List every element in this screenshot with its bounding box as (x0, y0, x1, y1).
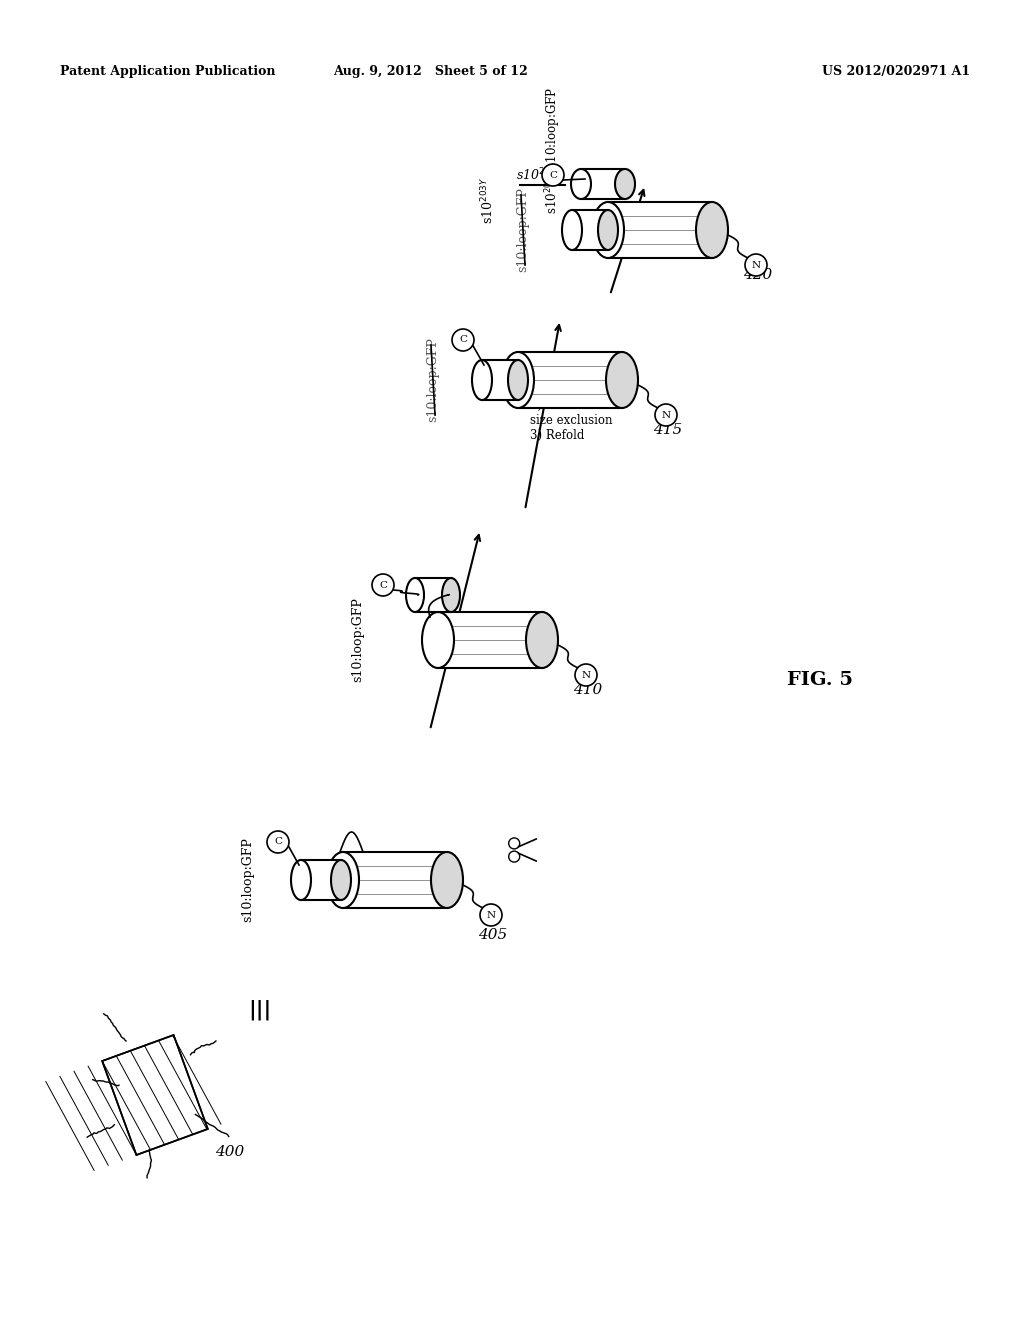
Ellipse shape (422, 612, 454, 668)
Text: N: N (582, 671, 591, 680)
Ellipse shape (502, 352, 534, 408)
Text: FIG. 5: FIG. 5 (787, 671, 853, 689)
Ellipse shape (442, 578, 460, 612)
Ellipse shape (406, 578, 424, 612)
Text: C: C (459, 335, 467, 345)
FancyBboxPatch shape (438, 612, 542, 668)
Text: 1) Denature &
size exclusion
3) Refold: 1) Denature & size exclusion 3) Refold (530, 399, 615, 441)
Text: 400: 400 (215, 1144, 245, 1159)
Circle shape (480, 904, 502, 927)
Ellipse shape (508, 360, 528, 400)
Ellipse shape (526, 612, 558, 668)
Circle shape (745, 253, 767, 276)
Text: s10$^{203Y}$·s10:loop:GFP: s10$^{203Y}$·s10:loop:GFP (543, 86, 563, 214)
FancyBboxPatch shape (343, 851, 447, 908)
Text: C: C (274, 837, 282, 846)
Text: Patent Application Publication: Patent Application Publication (60, 66, 275, 78)
Ellipse shape (606, 352, 638, 408)
Text: 410: 410 (573, 682, 602, 697)
FancyBboxPatch shape (518, 352, 622, 408)
Text: N: N (486, 911, 496, 920)
FancyBboxPatch shape (301, 861, 341, 900)
Text: s10$^{203Y}$: s10$^{203Y}$ (479, 177, 497, 223)
Polygon shape (102, 1035, 208, 1155)
Circle shape (509, 851, 520, 862)
Text: s10:loop:GFP: s10:loop:GFP (351, 598, 365, 682)
Text: 4) Add s10$^{203Y}$: 4) Add s10$^{203Y}$ (618, 234, 706, 251)
Ellipse shape (615, 169, 635, 199)
Ellipse shape (571, 169, 591, 199)
Ellipse shape (696, 202, 728, 257)
Text: s10:loop:GFP: s10:loop:GFP (516, 187, 529, 272)
FancyBboxPatch shape (608, 202, 712, 257)
Text: 405: 405 (478, 928, 507, 942)
Text: C: C (549, 170, 557, 180)
Text: US 2012/0202971 A1: US 2012/0202971 A1 (822, 66, 970, 78)
Text: N: N (662, 411, 671, 420)
Ellipse shape (592, 202, 624, 257)
Ellipse shape (291, 861, 311, 900)
Circle shape (575, 664, 597, 686)
Ellipse shape (598, 210, 618, 249)
Ellipse shape (562, 210, 582, 249)
Ellipse shape (472, 360, 492, 400)
Ellipse shape (431, 851, 463, 908)
FancyBboxPatch shape (482, 360, 518, 400)
Text: Aug. 9, 2012   Sheet 5 of 12: Aug. 9, 2012 Sheet 5 of 12 (333, 66, 527, 78)
Text: s10:loop:GFP: s10:loop:GFP (242, 838, 255, 923)
FancyBboxPatch shape (572, 210, 608, 249)
FancyBboxPatch shape (415, 578, 451, 612)
Text: C: C (379, 581, 387, 590)
Text: 420: 420 (743, 268, 772, 282)
Circle shape (452, 329, 474, 351)
Circle shape (655, 404, 677, 426)
Ellipse shape (327, 851, 359, 908)
Text: s10:loop:GFP: s10:loop:GFP (427, 338, 439, 422)
Text: |||: ||| (249, 999, 271, 1020)
Text: s10$^{203Y}$: s10$^{203Y}$ (516, 166, 563, 183)
Text: 1) Cut with
trypsin: 1) Cut with trypsin (450, 626, 516, 653)
Circle shape (542, 164, 564, 186)
Circle shape (267, 832, 289, 853)
Text: N: N (752, 260, 761, 269)
Text: 415: 415 (653, 422, 682, 437)
Circle shape (372, 574, 394, 597)
Circle shape (509, 838, 520, 849)
FancyBboxPatch shape (581, 169, 625, 199)
Ellipse shape (331, 861, 351, 900)
